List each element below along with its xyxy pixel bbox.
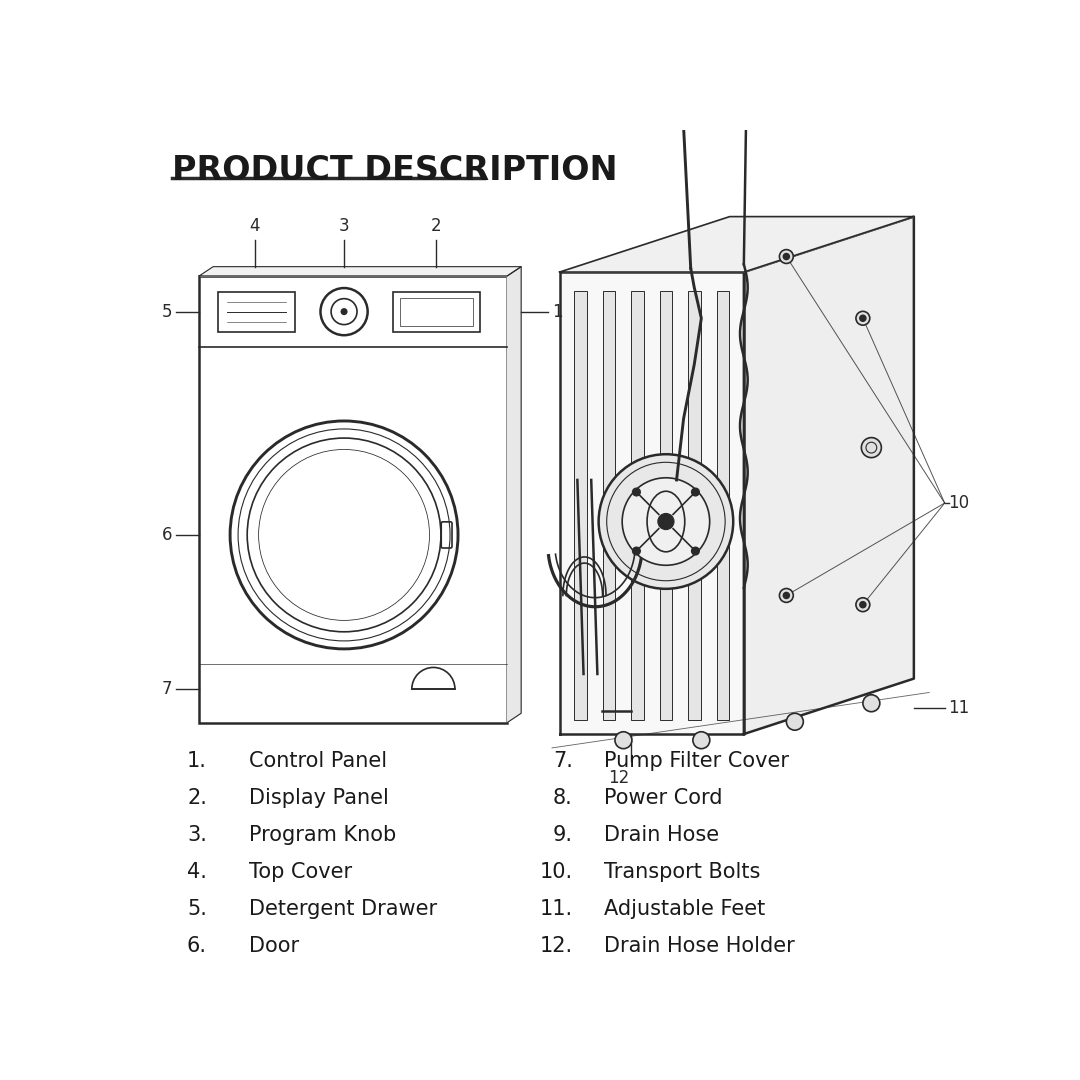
Text: 3: 3 [339,217,349,235]
Circle shape [860,602,866,608]
Text: 3.: 3. [187,825,207,845]
Text: 6: 6 [162,526,173,544]
Text: PRODUCT DESCRIPTION: PRODUCT DESCRIPTION [173,154,618,187]
Circle shape [633,548,640,555]
Text: Top Cover: Top Cover [249,862,352,882]
Circle shape [598,455,733,589]
Text: Pump Filter Cover: Pump Filter Cover [604,751,788,771]
Text: 4: 4 [249,217,260,235]
Circle shape [786,713,804,730]
Circle shape [856,311,869,325]
Text: 4.: 4. [187,862,207,882]
Circle shape [633,488,640,496]
Text: 5: 5 [162,302,173,321]
Circle shape [863,694,880,712]
Circle shape [658,513,674,529]
Text: 5.: 5. [187,899,207,919]
Bar [575,291,586,720]
Circle shape [862,437,881,458]
Circle shape [615,732,632,748]
Text: Detergent Drawer: Detergent Drawer [249,899,437,919]
Text: Door: Door [249,935,299,956]
Bar [393,292,480,332]
Text: Drain Hose: Drain Hose [604,825,718,845]
Circle shape [860,315,866,322]
Text: 9.: 9. [553,825,572,845]
Text: 2: 2 [431,217,442,235]
Circle shape [693,732,710,748]
Text: Control Panel: Control Panel [249,751,388,771]
Text: 1.: 1. [187,751,207,771]
Bar [218,292,295,332]
Text: 11.: 11. [540,899,572,919]
Polygon shape [559,272,744,734]
Text: Transport Bolts: Transport Bolts [604,862,760,882]
Circle shape [783,592,789,598]
Circle shape [691,488,699,496]
Polygon shape [508,267,522,723]
Circle shape [783,254,789,259]
Bar [717,291,729,720]
Bar [632,291,644,720]
Polygon shape [200,267,522,275]
Text: Drain Hose Holder: Drain Hose Holder [604,935,794,956]
Text: Program Knob: Program Knob [249,825,396,845]
Polygon shape [559,217,914,272]
Text: 6.: 6. [187,935,207,956]
Polygon shape [744,217,914,734]
Circle shape [691,548,699,555]
Text: 7.: 7. [553,751,572,771]
Circle shape [780,589,794,603]
Circle shape [780,249,794,264]
Text: Power Cord: Power Cord [604,788,723,808]
Text: 10: 10 [948,494,970,512]
Circle shape [341,309,347,314]
Text: 8.: 8. [553,788,572,808]
Bar [401,298,473,326]
Bar [200,275,508,723]
Circle shape [622,477,710,565]
Text: Adjustable Feet: Adjustable Feet [604,899,765,919]
Text: 12: 12 [608,769,630,786]
Bar [660,291,672,720]
Text: 1: 1 [552,302,563,321]
Text: 10.: 10. [540,862,572,882]
Text: 11: 11 [948,699,970,717]
Text: Display Panel: Display Panel [249,788,389,808]
Bar [603,291,616,720]
Bar [688,291,701,720]
Text: 7: 7 [162,680,173,698]
Circle shape [856,597,869,611]
Text: 2.: 2. [187,788,207,808]
Text: 12.: 12. [540,935,572,956]
